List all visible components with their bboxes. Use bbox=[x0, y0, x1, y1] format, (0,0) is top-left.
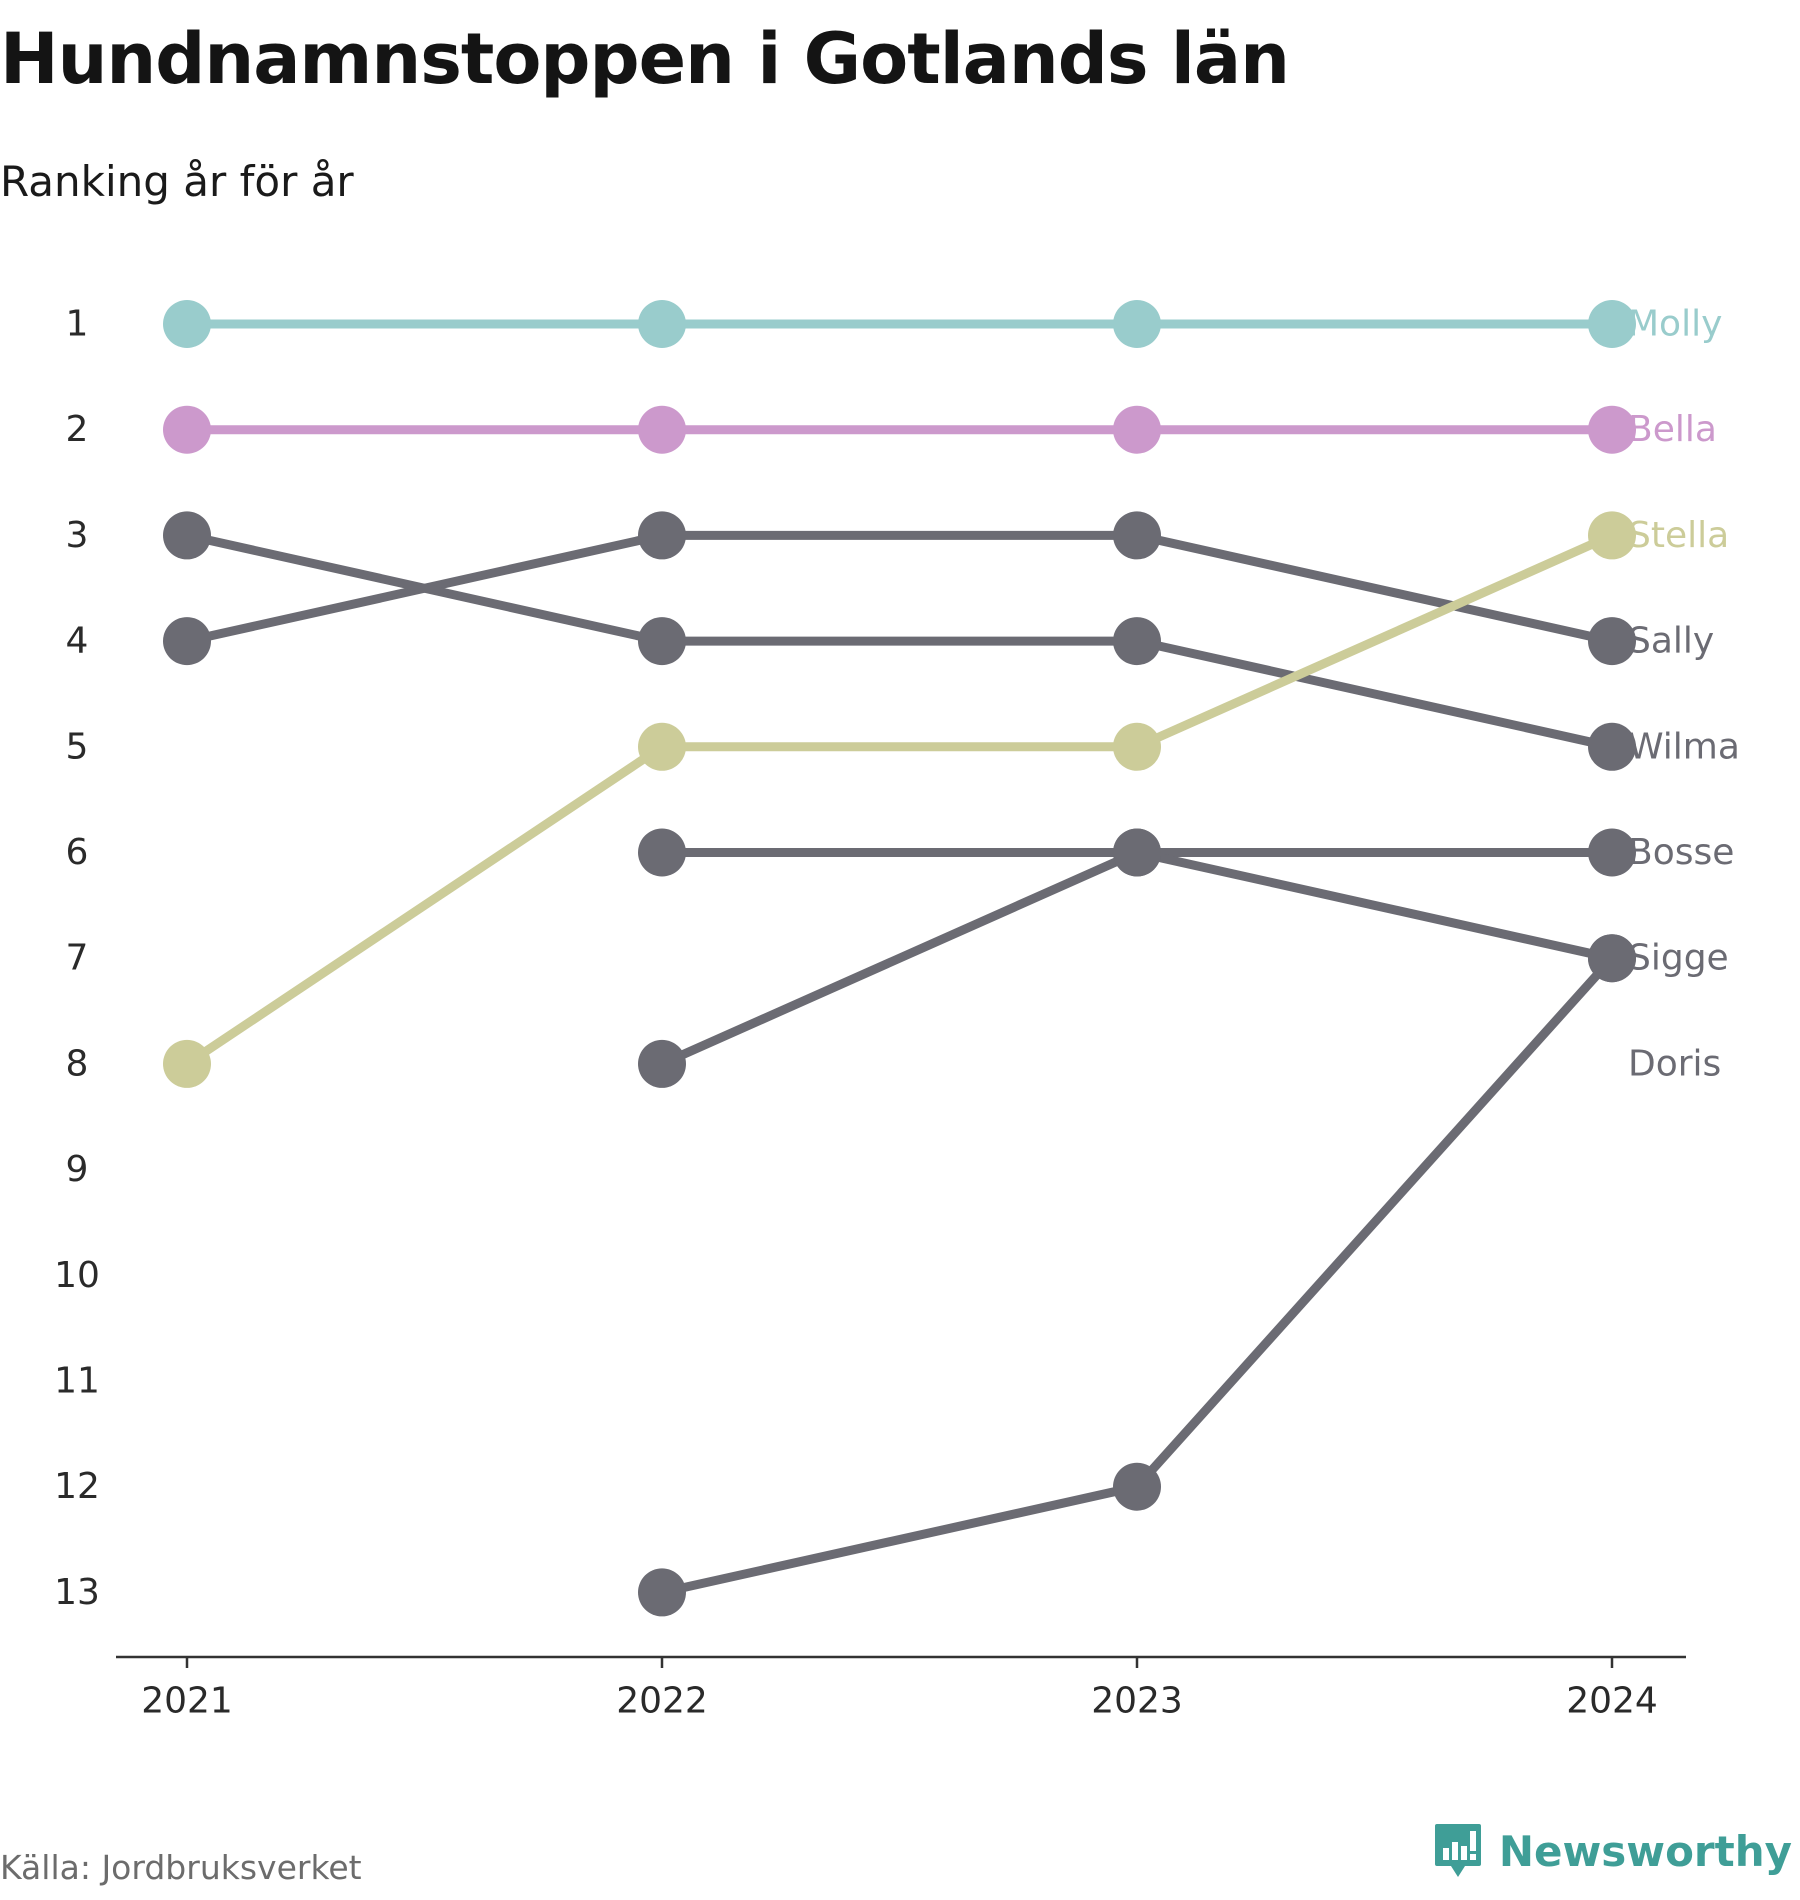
y-tick-label: 13 bbox=[54, 1572, 100, 1613]
end-label-molly: Molly bbox=[1628, 304, 1722, 345]
series-line-wilma bbox=[182, 530, 1617, 752]
data-point-bella bbox=[638, 405, 686, 454]
data-point-sigge bbox=[1113, 828, 1161, 877]
end-label-stella: Stella bbox=[1628, 515, 1729, 556]
x-tick-label: 2023 bbox=[1091, 1681, 1183, 1722]
data-point-doris bbox=[638, 1568, 686, 1617]
series-points bbox=[163, 300, 1636, 1617]
end-label-bosse: Bosse bbox=[1628, 832, 1734, 873]
data-point-doris bbox=[1588, 934, 1636, 983]
brand-name: Newsworthy bbox=[1498, 1826, 1792, 1876]
data-point-molly bbox=[638, 300, 686, 348]
chart-title: Hundnamnstoppen i Gotlands län bbox=[0, 18, 1290, 100]
end-label-wilma: Wilma bbox=[1628, 726, 1740, 767]
data-point-stella bbox=[1113, 722, 1161, 771]
series-lines bbox=[182, 319, 1617, 1597]
y-tick-label: 6 bbox=[66, 832, 89, 873]
data-point-sigge bbox=[638, 1039, 686, 1088]
data-point-wilma bbox=[638, 617, 686, 666]
brand-logo: Newsworthy bbox=[1433, 1822, 1792, 1880]
end-label-sally: Sally bbox=[1628, 621, 1714, 662]
newsworthy-logo-icon bbox=[1434, 1824, 1481, 1877]
y-tick-label: 9 bbox=[66, 1149, 89, 1190]
chart-subtitle: Ranking år för år bbox=[0, 157, 354, 206]
data-point-wilma bbox=[1113, 617, 1161, 666]
data-point-stella bbox=[163, 1039, 211, 1088]
data-point-bosse bbox=[638, 828, 686, 877]
source-note: Källa: Jordbruksverket bbox=[0, 1848, 362, 1887]
series-line-sigge bbox=[657, 848, 1617, 1069]
data-point-sally bbox=[1113, 511, 1161, 560]
y-tick-label: 5 bbox=[66, 726, 89, 767]
y-tick-label: 7 bbox=[66, 938, 89, 979]
y-tick-label: 8 bbox=[66, 1043, 89, 1084]
y-tick-label: 1 bbox=[66, 304, 89, 345]
x-tick-label: 2022 bbox=[616, 1681, 708, 1722]
y-tick-label: 11 bbox=[54, 1361, 100, 1402]
y-tick-label: 10 bbox=[54, 1255, 100, 1296]
data-point-sally bbox=[638, 511, 686, 560]
y-tick-label: 3 bbox=[66, 515, 89, 556]
end-label-doris: Doris bbox=[1628, 1043, 1721, 1084]
data-point-bella bbox=[1588, 405, 1636, 454]
data-point-stella bbox=[638, 722, 686, 771]
data-point-wilma bbox=[163, 511, 211, 560]
end-label-bella: Bella bbox=[1628, 409, 1717, 450]
data-point-stella bbox=[1588, 511, 1636, 560]
data-point-doris bbox=[1113, 1462, 1161, 1511]
x-tick-label: 2021 bbox=[141, 1681, 233, 1722]
end-label-sigge: Sigge bbox=[1628, 938, 1729, 979]
data-point-bella bbox=[1113, 405, 1161, 454]
y-tick-label: 4 bbox=[66, 621, 89, 662]
data-point-molly bbox=[163, 300, 211, 348]
series-line-stella bbox=[182, 530, 1617, 1069]
data-point-molly bbox=[1113, 300, 1161, 348]
data-point-sally bbox=[1588, 617, 1636, 666]
y-tick-label: 12 bbox=[54, 1466, 100, 1507]
series-end-labels: Molly Bella Stella Sally Wilma Bosse Sigge Dori… bbox=[1628, 304, 1740, 1085]
data-point-sally bbox=[163, 617, 211, 666]
data-point-wilma bbox=[1588, 722, 1636, 771]
data-point-molly bbox=[1588, 300, 1636, 348]
data-point-bella bbox=[163, 405, 211, 454]
series-line-sally bbox=[182, 530, 1617, 646]
data-point-bosse bbox=[1588, 828, 1636, 877]
x-axis-ticks: 2021 2022 2023 2024 bbox=[141, 1657, 1658, 1722]
x-tick-label: 2024 bbox=[1566, 1681, 1658, 1722]
y-tick-label: 2 bbox=[66, 409, 89, 450]
